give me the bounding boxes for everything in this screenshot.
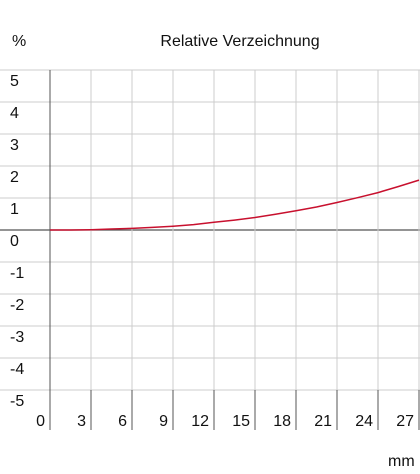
y-tick-label: -3 bbox=[10, 329, 24, 346]
y-tick-label: -4 bbox=[10, 361, 24, 378]
y-tick-label: 2 bbox=[10, 169, 19, 186]
y-tick-label: 4 bbox=[10, 105, 19, 122]
y-tick-label: 1 bbox=[10, 201, 19, 218]
data-line bbox=[50, 179, 420, 231]
y-tick-label: -1 bbox=[10, 265, 24, 282]
y-tick-label: -5 bbox=[10, 393, 24, 410]
x-tick-label: 27 bbox=[396, 413, 414, 430]
x-tick-label: 0 bbox=[36, 413, 45, 430]
chart-title: Relative Verzeichnung bbox=[160, 33, 319, 50]
y-tick-label: 5 bbox=[10, 73, 19, 90]
y-tick-label: 0 bbox=[10, 233, 19, 250]
y-tick-label: 3 bbox=[10, 137, 19, 154]
x-tick-label: 6 bbox=[118, 413, 127, 430]
x-tick-label: 12 bbox=[191, 413, 209, 430]
x-tick-label: 9 bbox=[159, 413, 168, 430]
y-tick-label: -2 bbox=[10, 297, 24, 314]
y-axis-label: % bbox=[12, 33, 26, 50]
x-tick-label: 21 bbox=[314, 413, 332, 430]
x-tick-label: 3 bbox=[77, 413, 86, 430]
x-axis-label: mm bbox=[388, 453, 415, 470]
x-tick-label: 24 bbox=[355, 413, 373, 430]
x-tick-label: 15 bbox=[232, 413, 250, 430]
x-tick-label: 18 bbox=[273, 413, 291, 430]
